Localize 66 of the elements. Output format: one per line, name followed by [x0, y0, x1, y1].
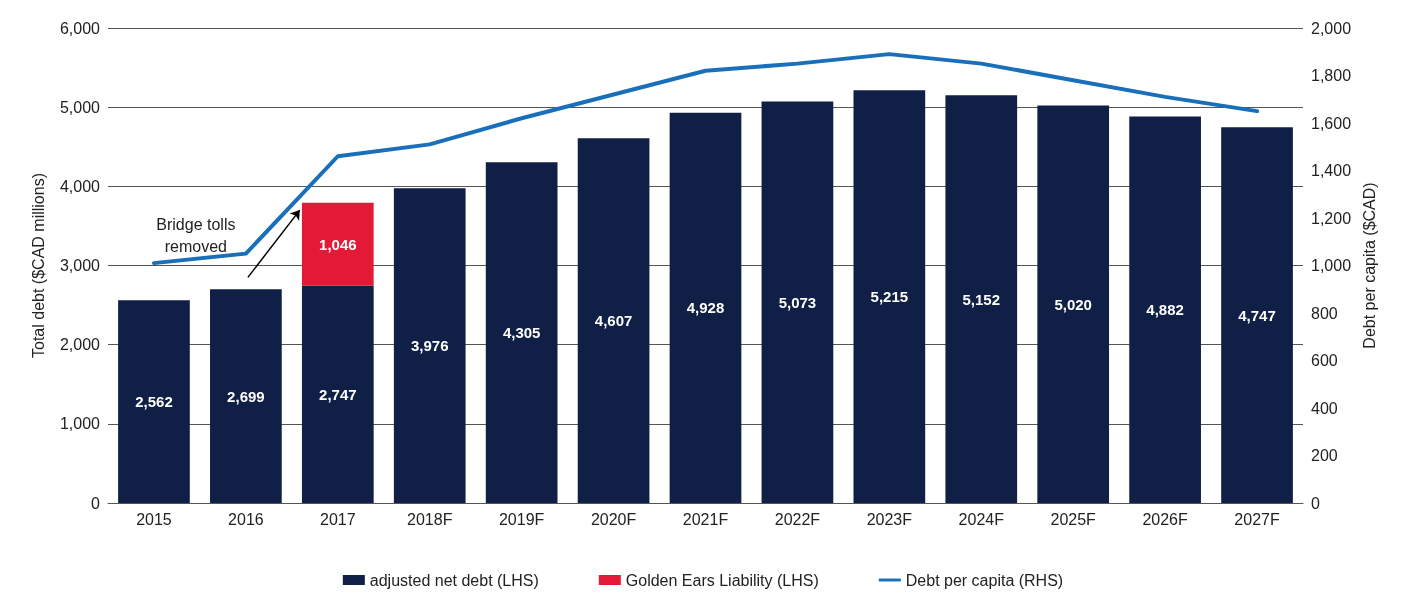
x-tick-label: 2017	[320, 510, 356, 528]
x-tick-label: 2020F	[590, 510, 637, 528]
x-tick-label: 2021F	[682, 510, 729, 528]
y2-tick-label: 1,200	[1311, 209, 1352, 227]
x-tick-label: 2024F	[958, 510, 1005, 528]
y-tick-label: 1,000	[59, 415, 101, 433]
x-tick-label: 2023F	[866, 510, 913, 528]
y-tick-label: 0	[91, 494, 101, 512]
x-tick-label: 2015	[136, 510, 172, 528]
y2-tick-label: 1,600	[1311, 114, 1352, 132]
bar	[1129, 116, 1201, 503]
y2-axis-title: Debt per capita ($CAD)	[1361, 182, 1379, 349]
legend-label: Debt per capita (RHS)	[905, 571, 1064, 589]
data-label: 2,562	[135, 393, 173, 411]
y2-tick-label: 1,800	[1311, 67, 1352, 84]
bar	[210, 289, 282, 503]
data-label: 5,215	[870, 288, 909, 306]
x-tick-label: 2016	[228, 510, 264, 528]
bar	[577, 138, 650, 503]
y-tick-label: 2,000	[59, 336, 101, 354]
bar	[1037, 105, 1110, 503]
data-label: 5,073	[778, 293, 817, 311]
data-label: 5,020	[1054, 295, 1092, 313]
x-tick-label: 2027F	[1234, 510, 1280, 528]
y2-tick-label: 2,000	[1311, 19, 1352, 37]
data-label: 5,152	[962, 290, 1001, 308]
bar	[301, 285, 374, 503]
legend-label: adjusted net debt (LHS)	[369, 571, 539, 589]
bar	[118, 300, 190, 503]
data-label: 4,747	[1238, 306, 1276, 324]
y2-tick-label: 200	[1311, 447, 1338, 464]
data-label: 1,046	[319, 235, 357, 253]
x-tick-label: 2025F	[1050, 510, 1097, 528]
y-tick-label: 5,000	[59, 98, 101, 116]
bar	[1221, 127, 1293, 503]
x-tick-label: 2018F	[407, 510, 453, 528]
y2-tick-label: 600	[1311, 352, 1338, 369]
y-tick-label: 6,000	[59, 19, 101, 37]
bar	[761, 101, 834, 503]
y2-tick-label: 0	[1311, 494, 1320, 512]
line-series	[151, 52, 1260, 266]
data-label: 4,928	[686, 299, 725, 317]
y-axis-title: Total debt ($CAD millions)	[29, 173, 47, 358]
legend-label: Golden Ears Liability (LHS)	[625, 571, 819, 589]
data-label: 4,305	[502, 324, 541, 342]
bar	[669, 112, 742, 503]
y2-tick-label: 1,400	[1311, 162, 1352, 179]
x-tick-label: 2019F	[498, 510, 545, 528]
bar	[945, 95, 1018, 503]
bar	[853, 90, 926, 503]
y-tick-label: 4,000	[59, 177, 101, 195]
x-tick-label: 2026F	[1142, 510, 1189, 528]
y-tick-label: 3,000	[59, 257, 101, 274]
annotation: Bridge tolls removed	[156, 216, 236, 256]
bar	[301, 202, 374, 286]
data-label: 2,699	[227, 387, 265, 405]
bar	[393, 188, 466, 503]
bar	[485, 162, 558, 503]
y2-tick-label: 400	[1311, 399, 1338, 417]
data-label: 4,882	[1146, 301, 1184, 319]
y2-tick-label: 1,000	[1311, 257, 1352, 274]
y2-tick-label: 800	[1311, 304, 1338, 322]
data-label: 4,607	[594, 312, 633, 330]
x-tick-label: 2022F	[774, 510, 821, 528]
data-label: 2,747	[319, 385, 357, 403]
data-label: 3,976	[410, 337, 449, 355]
